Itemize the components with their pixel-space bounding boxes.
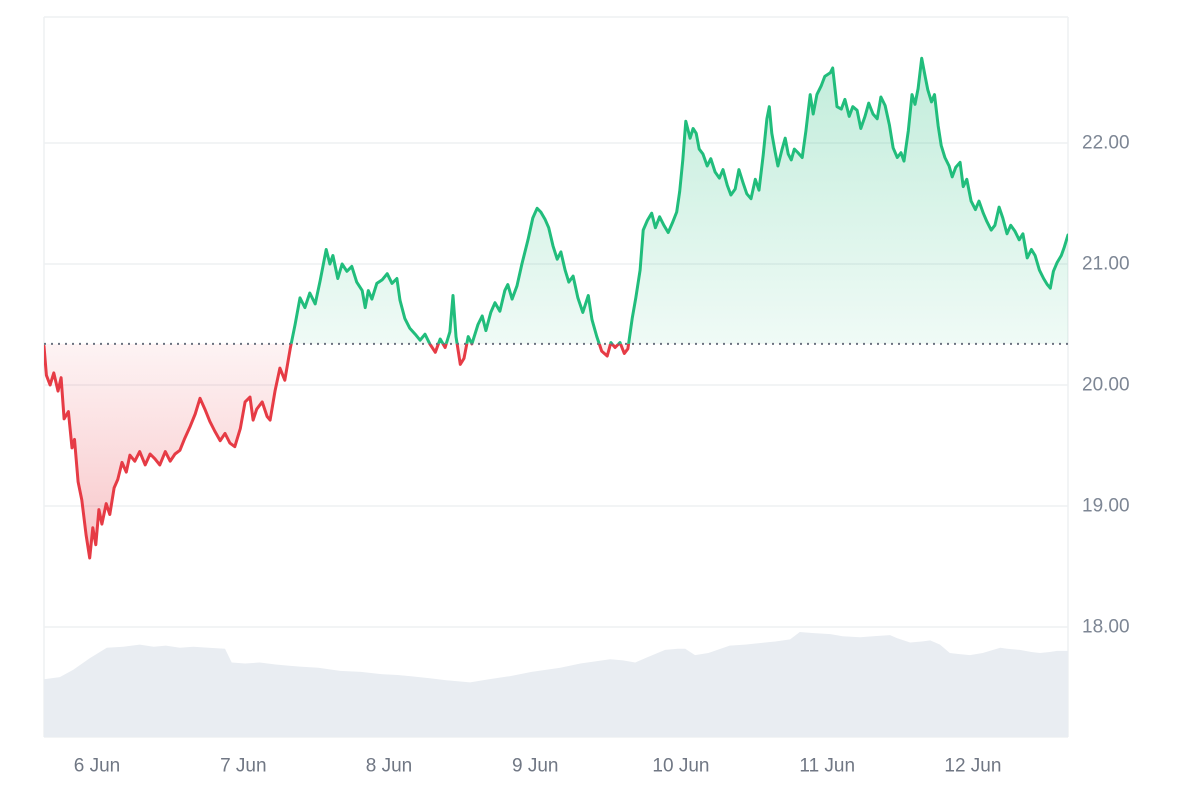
y-axis-tick-label: 21.00: [1082, 253, 1130, 275]
price-above-baseline-group: [289, 56, 1068, 344]
volume-area: [44, 632, 1068, 737]
x-axis-tick-label: 12 Jun: [944, 755, 1002, 777]
x-axis-tick-label: 11 Jun: [799, 755, 856, 777]
y-axis-tick-label: 20.00: [1082, 374, 1130, 396]
y-axis-tick-label: 19.00: [1082, 495, 1130, 517]
y-axis-tick-label: 18.00: [1082, 616, 1130, 638]
x-axis-tick-label: 8 Jun: [365, 755, 413, 777]
x-axis-tick-label: 9 Jun: [512, 755, 559, 777]
y-axis-tick-label: 22.00: [1082, 132, 1130, 154]
price-below-baseline-group: [44, 343, 1068, 560]
x-axis-tick-label: 7 Jun: [220, 755, 267, 777]
price-area-up: [291, 58, 1068, 344]
price-area-down: [44, 343, 1068, 558]
x-axis-tick-label: 6 Jun: [73, 755, 121, 777]
price-line-up: [289, 56, 1068, 344]
x-axis-tick-label: 10 Jun: [652, 755, 710, 777]
price-line-down: [44, 343, 631, 560]
